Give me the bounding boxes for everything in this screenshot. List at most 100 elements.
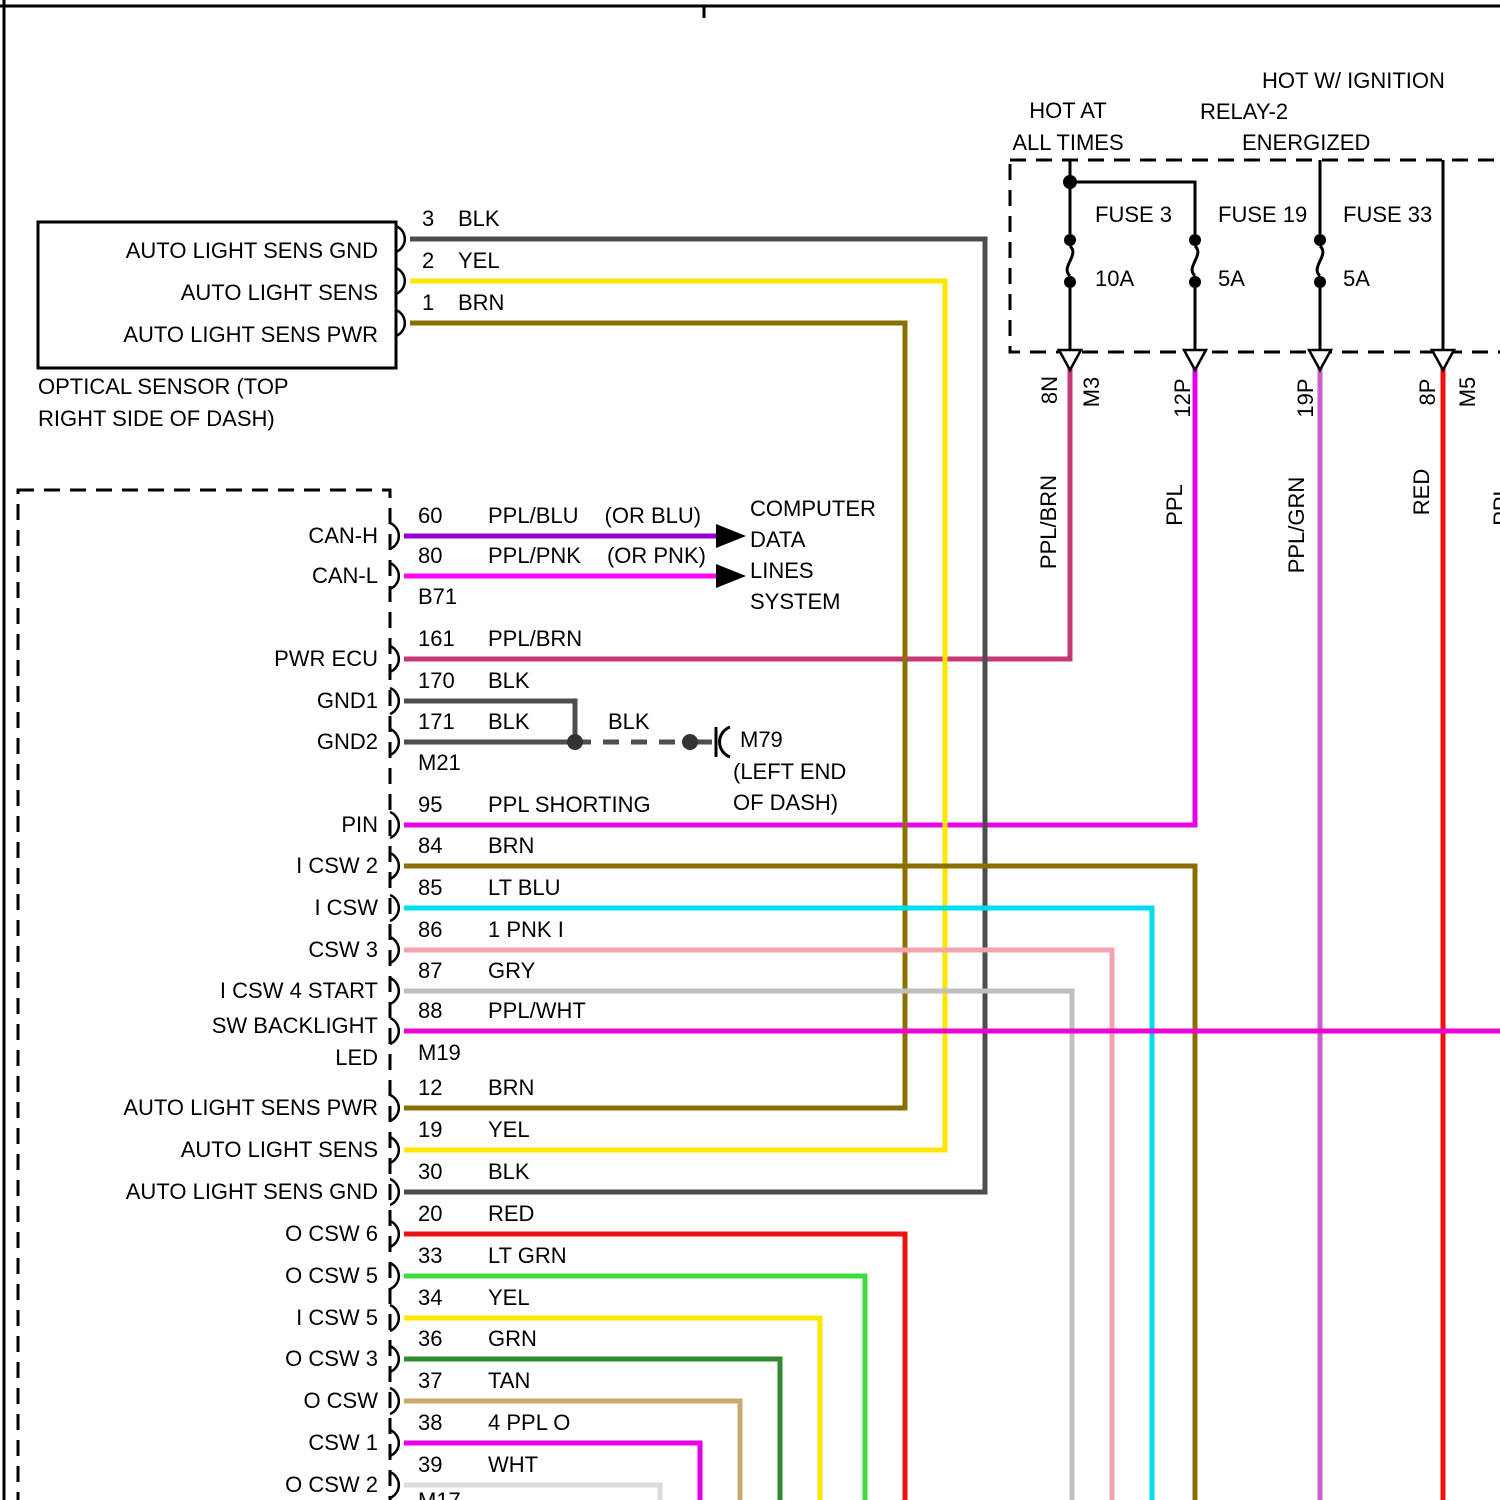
connector-label-8n: 8N <box>1037 375 1062 405</box>
wire-label-170: 170 BLK <box>418 668 530 694</box>
fuse3-top-terminal <box>1064 234 1076 246</box>
connector-label-m5: M5 <box>1455 376 1480 408</box>
wire-ppl-38 <box>404 1440 703 1500</box>
module-pin-arc-icsw2 <box>389 851 400 881</box>
fuse3-bottom-terminal <box>1064 276 1076 288</box>
pin-label-als-gnd: AUTO LIGHT SENS GND <box>125 1179 378 1204</box>
wire-color-38: 4 PPL O <box>488 1410 571 1435</box>
fuse33-element <box>1315 244 1325 278</box>
wire-label-12: 12 BRN <box>418 1075 534 1101</box>
wire-label-87: 87 GRY <box>418 958 535 984</box>
pin-label-pwr-ecu: PWR ECU <box>274 646 378 671</box>
data-lines-text-2: DATA <box>750 527 806 552</box>
module-pin-arc-ocsw <box>389 1386 400 1416</box>
vertical-wire-label-ppl-brn: PPL/BRN <box>1036 474 1061 570</box>
module-pin-arc-gnd2 <box>389 727 400 757</box>
pin-label-icsw: I CSW <box>314 895 378 920</box>
wire-num-38: 38 <box>418 1410 443 1435</box>
module-pin-arc-gnd1 <box>389 686 400 716</box>
fuse19-bottom-terminal <box>1189 276 1201 288</box>
sensor-wire-label-2: 2 YEL <box>422 248 500 274</box>
connector-label-19p: 19P <box>1293 378 1318 418</box>
wire-red-20 <box>404 1231 908 1500</box>
wire-num-19: 19 <box>418 1117 443 1142</box>
wire-color-34: YEL <box>488 1285 530 1310</box>
pin-label-gnd1: GND1 <box>316 688 378 713</box>
wire-note-can-h: (OR BLU) <box>604 503 702 528</box>
wire-color-37: TAN <box>488 1368 531 1393</box>
module-dashed-box <box>16 488 392 1500</box>
wire-ltblu-85 <box>404 905 1155 1500</box>
wire-color-12: BRN <box>488 1075 535 1100</box>
wire-num-33: 33 <box>418 1243 443 1268</box>
ground-splice-dot-1 <box>567 734 583 750</box>
pin-label-als: AUTO LIGHT SENS <box>180 1137 378 1162</box>
hot-at-all-times-line2: ALL TIMES <box>1012 130 1124 155</box>
wire-label-86: 86 1 PNK I <box>418 917 564 943</box>
connector-id-b71: B71 <box>418 584 458 609</box>
hot-at-all-times-line1: HOT AT <box>1029 98 1107 123</box>
can-l-arrow-icon <box>716 564 746 588</box>
sensor-pin-label-signal: AUTO LIGHT SENS <box>180 280 378 305</box>
wire-color-84: BRN <box>488 833 535 858</box>
fuse33-top-terminal <box>1314 234 1326 246</box>
wire-num-170: 170 <box>418 668 455 693</box>
data-lines-text-1: COMPUTER <box>750 496 876 521</box>
connector-chevron-8p <box>1429 348 1457 373</box>
wire-num-87: 87 <box>418 958 443 983</box>
wire-num-86: 86 <box>418 917 443 942</box>
wire-pnk-86 <box>404 947 1115 1500</box>
splice-note-line2: OF DASH) <box>733 790 839 815</box>
fuse3-element <box>1065 244 1075 278</box>
connector-label-12p: 12P <box>1170 378 1195 418</box>
sensor-wire-color-1: BRN <box>458 290 505 315</box>
wire-color-170: BLK <box>488 668 530 693</box>
wire-ppl-95 <box>404 368 1198 828</box>
fuse19-element <box>1190 244 1200 278</box>
fuse33-rating: 5A <box>1343 266 1370 291</box>
wire-num-37: 37 <box>418 1368 443 1393</box>
pin-label-led: LED <box>335 1045 378 1070</box>
module-pin-arc-ocsw2 <box>389 1470 400 1500</box>
wire-gry-87 <box>404 988 1075 1500</box>
wire-label-20: 20 RED <box>418 1201 534 1227</box>
pin-label-sw-backlight: SW BACKLIGHT <box>211 1013 378 1038</box>
module-pin-arc-can-h <box>389 521 400 551</box>
wire-num-12: 12 <box>418 1075 443 1100</box>
wire-color-39: WHT <box>488 1452 539 1477</box>
can-h-arrow-icon <box>716 524 746 548</box>
wire-color-19: YEL <box>488 1117 530 1142</box>
module-pin-arc-pin <box>389 810 400 840</box>
optical-sensor-box <box>36 220 398 370</box>
module-pin-arc-ocsw6 <box>389 1219 400 1249</box>
pin-label-can-h: CAN-H <box>308 523 378 548</box>
wire-label-33: 33 LT GRN <box>418 1243 567 1269</box>
wire-num-30: 30 <box>418 1159 443 1184</box>
wire-color-86: 1 PNK I <box>488 917 564 942</box>
pin-label-csw1: CSW 1 <box>308 1430 378 1455</box>
module-pin-arc-als-gnd <box>389 1177 400 1207</box>
connector-chevron-12p <box>1181 348 1209 373</box>
pin-label-icsw5: I CSW 5 <box>296 1305 378 1330</box>
wire-num-84: 84 <box>418 833 443 858</box>
vertical-wire-label-red: RED <box>1409 468 1434 516</box>
sensor-pin-label-pwr: AUTO LIGHT SENS PWR <box>123 322 378 347</box>
wire-color-30: BLK <box>488 1159 530 1184</box>
fuse33-bottom-terminal <box>1314 276 1326 288</box>
module-pin-arc-csw3 <box>389 935 400 965</box>
fuse-dashed-box <box>1008 158 1500 354</box>
hot-ignition-line3: ENERGIZED <box>1242 130 1371 155</box>
wire-label-38: 38 4 PPL O <box>418 1410 570 1436</box>
wire-ltgrn-33 <box>404 1273 868 1500</box>
sensor-wire-num-3: 3 <box>422 206 435 231</box>
module-pin-arc-csw1 <box>389 1428 400 1458</box>
sensor-wire-num-2: 2 <box>422 248 435 273</box>
pin-label-ocsw6: O CSW 6 <box>285 1221 378 1246</box>
wire-num-34: 34 <box>418 1285 443 1310</box>
wire-num-39: 39 <box>418 1452 443 1477</box>
wire-label-19: 19 YEL <box>418 1117 530 1143</box>
wire-label-84: 84 BRN <box>418 833 534 859</box>
wire-label-39: 39 WHT <box>418 1452 538 1478</box>
vertical-wire-label-ppl: PPL <box>1162 484 1187 526</box>
